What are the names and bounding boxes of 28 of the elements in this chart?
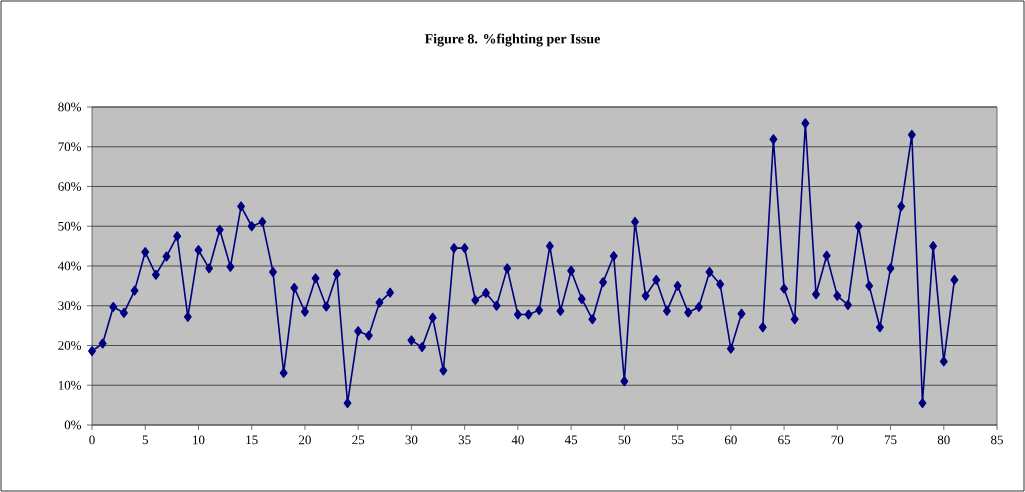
x-tick-label: 85 <box>991 435 1003 445</box>
x-tick-label: 30 <box>405 435 418 445</box>
x-tick-label: 25 <box>352 435 365 445</box>
x-tick-label: 15 <box>246 435 258 445</box>
y-tick-label: 20% <box>58 341 82 350</box>
y-tick-label: 70% <box>58 142 82 152</box>
chart-title: Figure 8. %fighting per Issue <box>424 33 600 47</box>
x-tick-label: 75 <box>884 435 897 445</box>
y-tick-label: 50% <box>58 221 82 231</box>
x-tick-label: 65 <box>778 435 791 445</box>
x-tick-label: 70 <box>831 435 844 445</box>
x-tick-label: 60 <box>724 435 737 445</box>
y-tick-label: 30% <box>58 301 82 311</box>
x-tick-label: 45 <box>564 435 578 445</box>
y-tick-label: 10% <box>58 380 82 390</box>
x-tick-label: 55 <box>671 435 684 445</box>
x-tick-label: 50 <box>618 435 631 445</box>
x-tick-label: 20 <box>299 435 311 445</box>
x-tick-label: 10 <box>193 435 205 445</box>
x-tick-label: 80 <box>937 435 950 445</box>
x-tick-label: 35 <box>458 435 471 445</box>
x-tick-label: 5 <box>142 435 148 445</box>
x-tick-label: 0 <box>89 435 95 445</box>
y-tick-label: 40% <box>57 261 82 271</box>
y-tick-label: 60% <box>58 182 82 191</box>
y-tick-label: 80% <box>58 102 82 112</box>
y-tick-label: 0% <box>64 420 82 430</box>
x-tick-label: 40 <box>511 435 524 445</box>
